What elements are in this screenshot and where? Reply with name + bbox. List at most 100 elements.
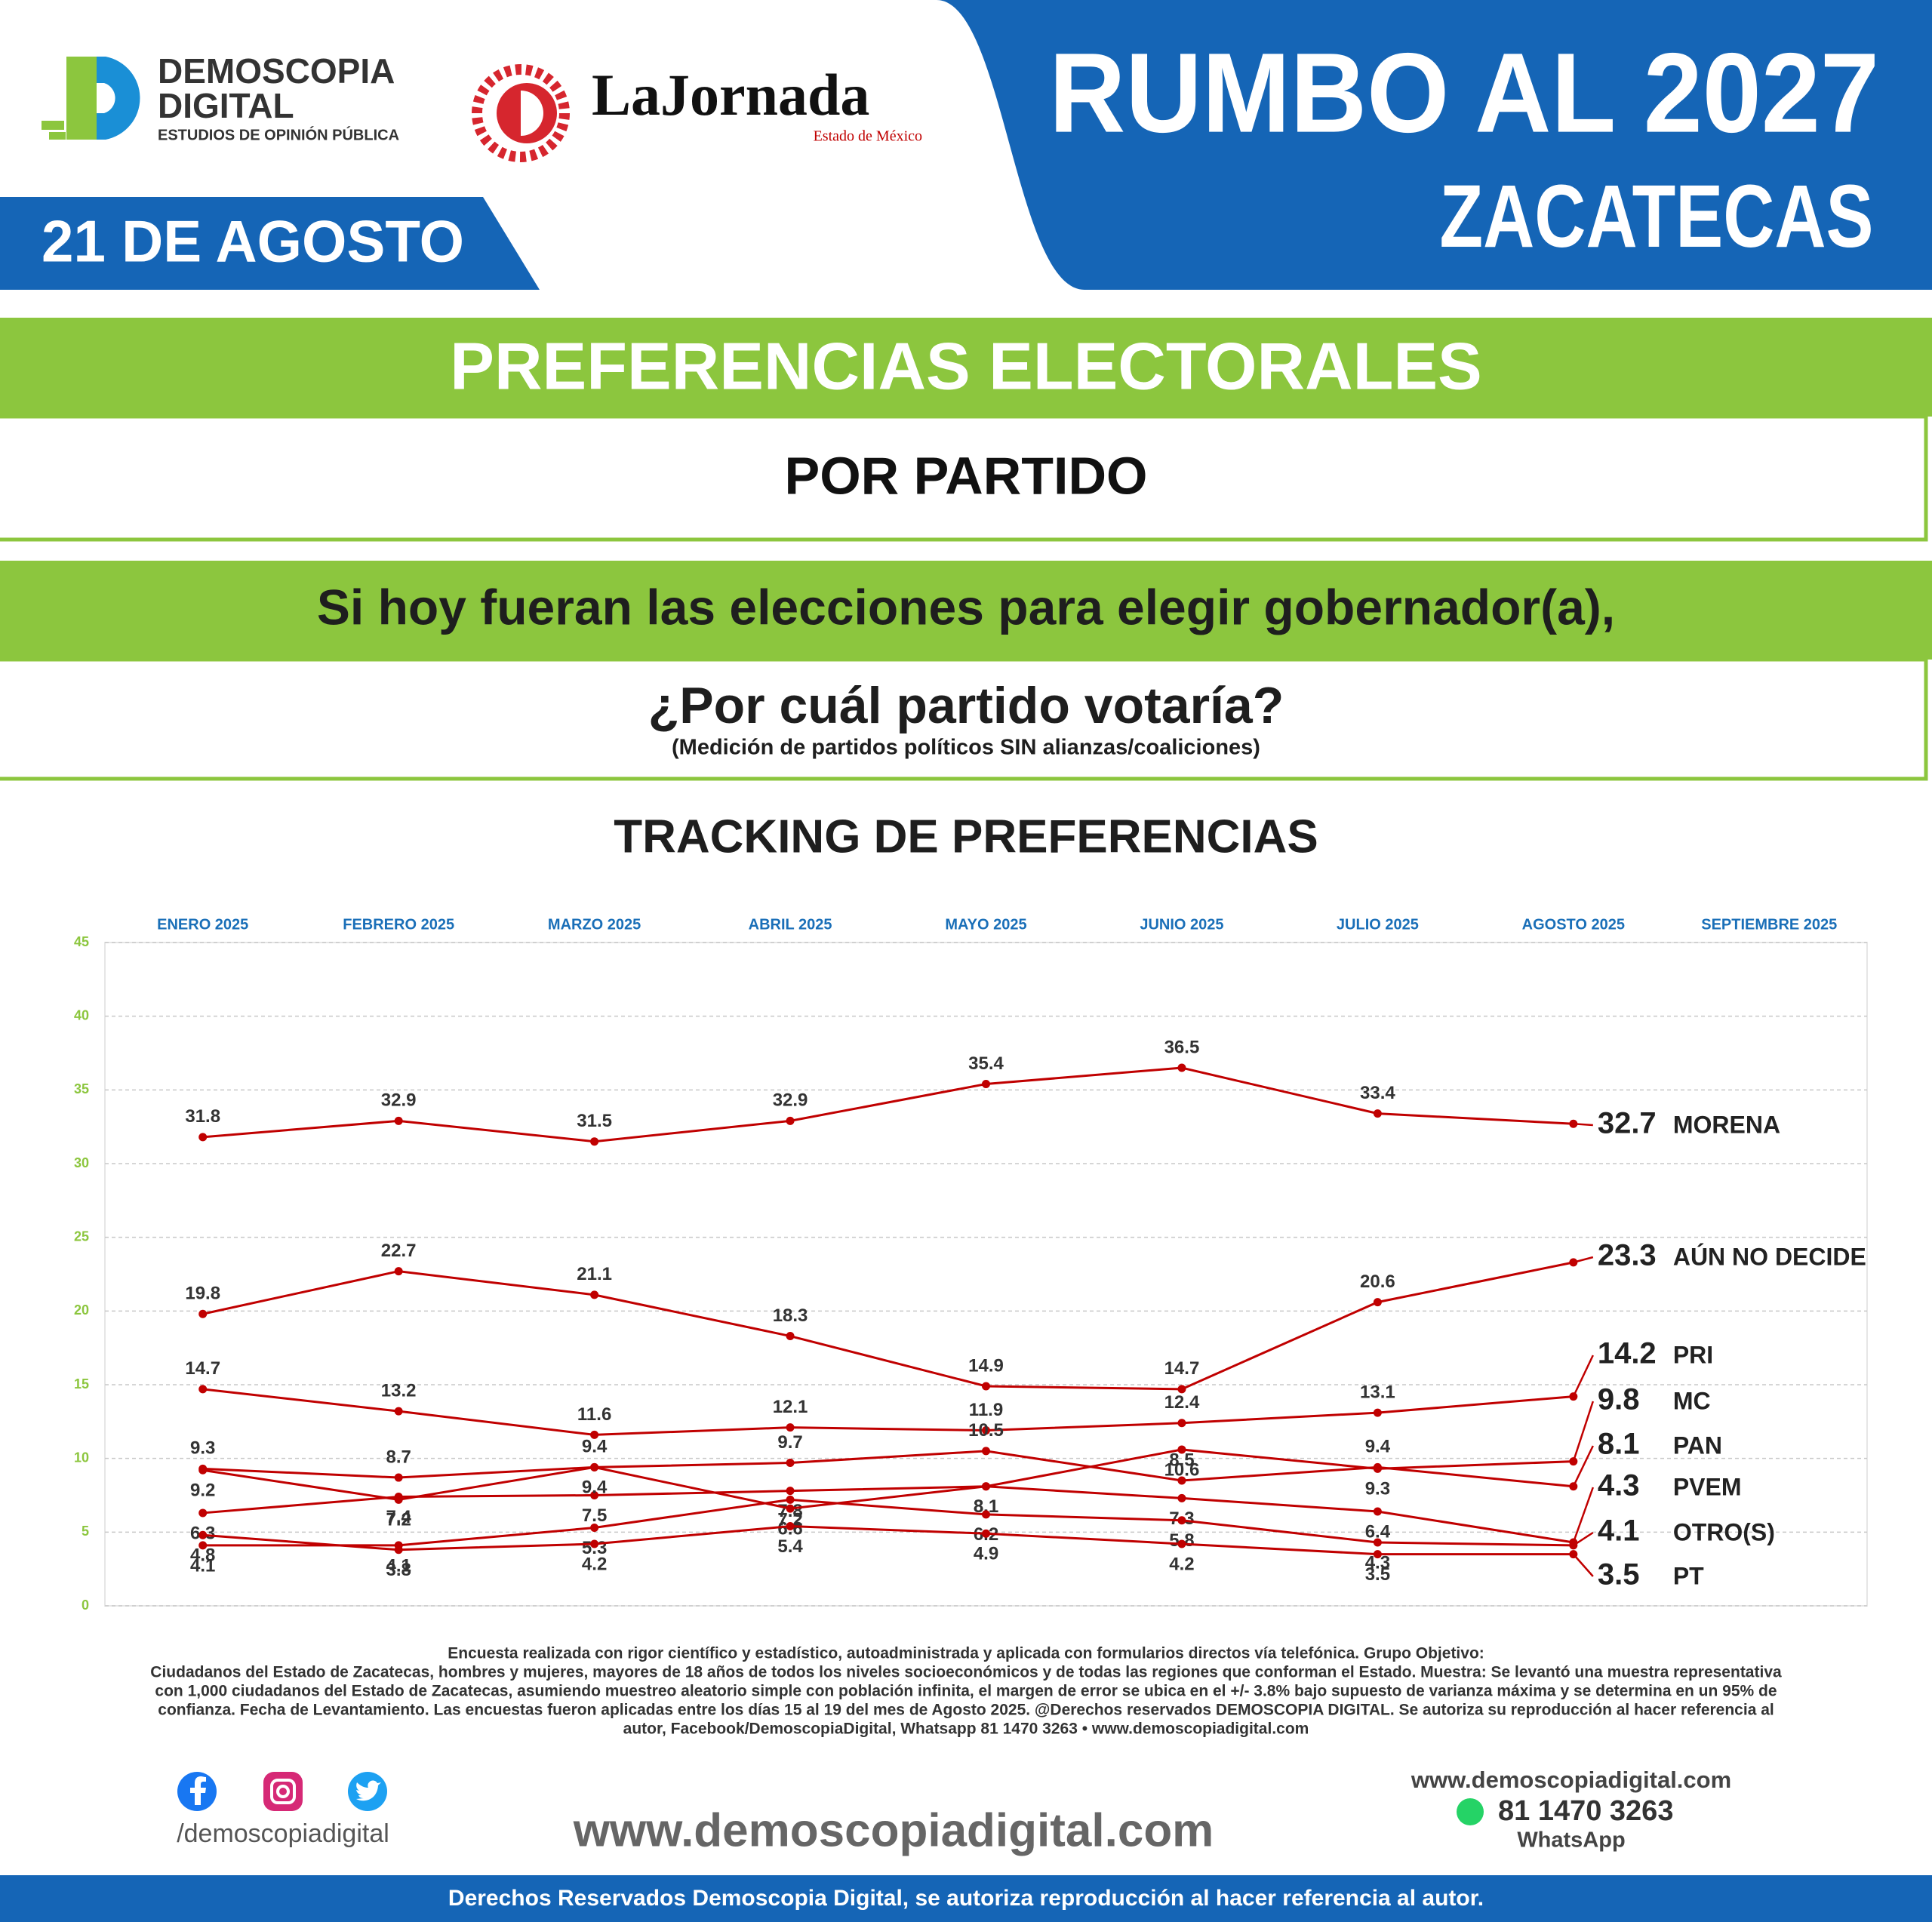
methodology-line: Ciudadanos del Estado de Zacatecas, homb… bbox=[150, 1664, 1782, 1681]
series-name: AÚN NO DECIDE bbox=[1673, 1243, 1866, 1270]
data-point bbox=[394, 1267, 403, 1276]
logo-line2: DIGITAL bbox=[158, 86, 294, 125]
instagram-lens bbox=[276, 1785, 290, 1798]
data-label: 4.1 bbox=[386, 1555, 411, 1576]
data-label: 8.7 bbox=[386, 1447, 411, 1467]
whatsapp-icon bbox=[1457, 1798, 1484, 1825]
methodology: Encuesta realizada con rigor científico … bbox=[150, 1645, 1782, 1738]
data-label: 5.4 bbox=[777, 1536, 803, 1557]
data-point bbox=[1373, 1507, 1382, 1516]
series-line bbox=[202, 1525, 1574, 1556]
logo-step bbox=[49, 132, 66, 140]
y-tick-label: 30 bbox=[74, 1155, 89, 1170]
plot-frame bbox=[104, 942, 1868, 1607]
y-tick-label: 45 bbox=[74, 934, 89, 949]
data-label: 9.2 bbox=[190, 1481, 215, 1501]
data-label: 9.3 bbox=[190, 1438, 215, 1459]
data-point bbox=[1177, 1476, 1186, 1485]
data-label: 10.5 bbox=[968, 1420, 1004, 1441]
website-big: www.demoscopiadigital.com bbox=[573, 1804, 1214, 1856]
series-line bbox=[202, 1066, 1574, 1143]
methodology-line: confianza. Fecha de Levantamiento. Las e… bbox=[158, 1702, 1774, 1719]
x-tick-label: FEBRERO 2025 bbox=[343, 916, 454, 933]
data-label: 20.6 bbox=[1360, 1272, 1395, 1292]
section-band bbox=[0, 318, 1932, 417]
data-point bbox=[590, 1523, 599, 1532]
logo-line1: DEMOSCOPIA bbox=[158, 51, 395, 91]
data-point bbox=[786, 1495, 795, 1504]
data-point bbox=[590, 1430, 599, 1439]
series-name: PRI bbox=[1673, 1341, 1713, 1368]
data-point bbox=[198, 1541, 208, 1550]
data-label: 9.4 bbox=[582, 1437, 608, 1457]
data-label: 31.5 bbox=[577, 1111, 612, 1131]
x-tick-label: SEPTIEMBRE 2025 bbox=[1701, 916, 1837, 933]
x-tick-label: JUNIO 2025 bbox=[1140, 916, 1223, 933]
leader-line bbox=[1573, 1123, 1593, 1127]
x-tick-label: AGOSTO 2025 bbox=[1522, 916, 1625, 933]
data-point bbox=[394, 1545, 403, 1555]
data-label: 33.4 bbox=[1360, 1083, 1395, 1103]
date-banner bbox=[0, 197, 540, 290]
data-point bbox=[1373, 1109, 1382, 1118]
y-tick-label: 5 bbox=[82, 1524, 89, 1539]
data-label: 13.1 bbox=[1360, 1382, 1395, 1402]
section-title: PREFERENCIAS ELECTORALES bbox=[450, 328, 1481, 403]
whatsapp-label: WhatsApp bbox=[1517, 1828, 1625, 1853]
x-tick-label: JULIO 2025 bbox=[1337, 916, 1419, 933]
x-tick-label: ABRIL 2025 bbox=[749, 916, 832, 933]
leader-line bbox=[1573, 1256, 1594, 1264]
leader-line bbox=[1572, 1487, 1595, 1543]
data-point bbox=[590, 1539, 599, 1548]
facebook-glyph bbox=[190, 1776, 206, 1805]
twitter-glyph bbox=[356, 1780, 381, 1801]
data-point bbox=[198, 1385, 208, 1394]
data-point bbox=[1177, 1539, 1186, 1548]
logo-tagline: ESTUDIOS DE OPINIÓN PÚBLICA bbox=[158, 125, 399, 143]
data-point bbox=[1177, 1445, 1186, 1454]
methodology-line: con 1,000 ciudadanos del Estado de Zacat… bbox=[155, 1683, 1777, 1700]
data-point bbox=[1373, 1408, 1382, 1417]
question-note: (Medición de partidos políticos SIN alia… bbox=[672, 736, 1260, 760]
data-label: 12.1 bbox=[773, 1397, 808, 1417]
data-point bbox=[786, 1423, 795, 1432]
data-point bbox=[1373, 1298, 1382, 1307]
data-point bbox=[1373, 1550, 1382, 1559]
logo-d bbox=[97, 57, 140, 140]
data-label: 4.1 bbox=[190, 1555, 215, 1576]
data-label: 4.9 bbox=[974, 1544, 998, 1564]
data-point bbox=[394, 1495, 403, 1504]
data-point bbox=[198, 1133, 208, 1142]
data-label: 14.7 bbox=[185, 1358, 220, 1379]
data-label: 7.4 bbox=[386, 1507, 411, 1527]
data-label: 18.3 bbox=[773, 1305, 808, 1326]
rights: Derechos Reservados Demoscopia Digital, … bbox=[448, 1886, 1484, 1911]
question-box bbox=[0, 657, 1928, 781]
data-point bbox=[1177, 1516, 1186, 1525]
end-value-label: 4.3 bbox=[1598, 1469, 1640, 1502]
header-title: RUMBO AL 2027 bbox=[1049, 29, 1879, 156]
data-point bbox=[786, 1504, 795, 1513]
end-value-label: 14.2 bbox=[1598, 1337, 1657, 1370]
data-point bbox=[982, 1382, 990, 1391]
leader-line bbox=[1572, 1355, 1594, 1398]
end-value-label: 32.7 bbox=[1598, 1107, 1657, 1140]
data-label: 13.2 bbox=[381, 1381, 417, 1401]
y-tick-label: 20 bbox=[74, 1302, 89, 1318]
methodology-line: Encuesta realizada con rigor científico … bbox=[448, 1645, 1484, 1662]
y-tick-label: 10 bbox=[74, 1450, 89, 1465]
end-value-label: 4.1 bbox=[1598, 1515, 1640, 1548]
data-point bbox=[786, 1522, 795, 1531]
data-point bbox=[394, 1116, 403, 1125]
data-point bbox=[786, 1487, 795, 1496]
series-line bbox=[202, 1261, 1574, 1391]
data-point bbox=[198, 1465, 208, 1475]
header-blue-panel bbox=[937, 0, 1932, 290]
data-point bbox=[198, 1508, 208, 1518]
end-value-label: 3.5 bbox=[1598, 1558, 1640, 1591]
data-label: 21.1 bbox=[577, 1264, 612, 1284]
partner-icon bbox=[472, 64, 570, 162]
data-label: 9.4 bbox=[582, 1478, 608, 1498]
website: www.demoscopiadigital.com bbox=[1411, 1767, 1731, 1793]
data-point bbox=[786, 1116, 795, 1125]
